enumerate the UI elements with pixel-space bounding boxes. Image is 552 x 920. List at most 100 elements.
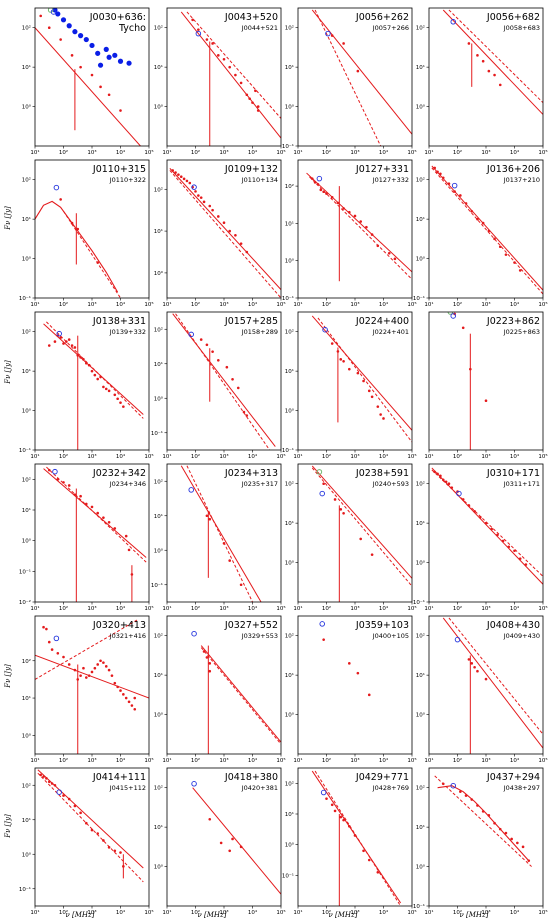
panel-20: 10¹ 10² 10³ 10⁴ 10⁵ 10² 10¹ 10⁰ J0408+430J0409+4… xyxy=(416,615,548,764)
data-point xyxy=(208,669,212,673)
y-tick-label: 10² xyxy=(154,478,163,485)
data-point xyxy=(367,389,371,393)
data-point xyxy=(211,42,214,45)
y-tick-label: 10² xyxy=(285,329,294,336)
panel-title: J0232+342 xyxy=(92,468,146,479)
data-point xyxy=(476,217,479,221)
data-point xyxy=(367,858,371,862)
y-tick-label: 10¹ xyxy=(285,811,294,818)
data-point xyxy=(362,379,365,383)
x-tick-label: 10⁴ xyxy=(116,909,126,916)
panel-title: J0110+315 xyxy=(92,164,146,175)
data-point xyxy=(248,97,251,100)
panel-24: 10¹ 10² 10³ 10⁴ 10⁵ 10² 10¹ 10⁰ 10⁻¹ J0437+294J04… xyxy=(413,767,548,916)
data-point xyxy=(79,674,82,677)
x-tick-label: 10⁴ xyxy=(510,757,520,764)
data-point xyxy=(107,93,111,97)
data-point xyxy=(436,472,439,476)
data-point xyxy=(447,182,451,185)
data-point xyxy=(182,177,186,181)
x-tick-label: 10² xyxy=(191,301,200,308)
x-tick-label: 10¹ xyxy=(424,149,433,156)
panel-subtitle: J0137+210 xyxy=(503,176,540,184)
data-point xyxy=(93,373,97,377)
fit-line-dashed xyxy=(46,321,144,419)
y-tick-label: 10⁰ xyxy=(416,864,426,871)
measured-point xyxy=(83,36,89,43)
x-tick-label: 10³ xyxy=(350,149,359,156)
data-point xyxy=(76,678,80,681)
x-tick-label: 10³ xyxy=(219,453,228,460)
plot-area xyxy=(191,781,281,895)
data-point xyxy=(107,846,111,849)
data-point xyxy=(336,350,340,353)
data-point xyxy=(119,689,122,692)
data-point xyxy=(441,478,445,482)
x-tick-label: 10⁵ xyxy=(407,149,416,156)
x-tick-label: 10⁴ xyxy=(379,149,389,156)
data-point xyxy=(245,93,249,97)
fit-line xyxy=(311,465,412,579)
x-tick-label: 10⁴ xyxy=(379,757,389,764)
lowfreq-point xyxy=(451,182,458,189)
y-tick-label: 10² xyxy=(416,481,425,488)
data-point xyxy=(481,221,485,225)
data-point xyxy=(382,417,385,420)
y-tick-label: 10² xyxy=(416,633,425,640)
panel-15: 10¹ 10² 10³ 10⁴ 10⁵ 10² 10¹ 10⁰ J0238+591J0240+5… xyxy=(285,463,417,612)
y-tick-label: 10¹ xyxy=(285,672,294,679)
x-tick-label: 10¹ xyxy=(424,909,433,916)
data-point xyxy=(376,244,380,248)
panel-17: 10¹ 10² 10³ 10⁴ 10⁵ 10² 10¹ 10⁰ J0320+413J0321+4… xyxy=(22,615,154,764)
x-tick-label: 10² xyxy=(453,605,462,612)
panel-5: 10¹ 10² 10³ 10⁴ 10⁵ 10² 10¹ 10⁰ 10⁻¹ J0110+315J01… xyxy=(19,159,154,308)
y-tick-label: 10¹ xyxy=(22,216,31,223)
fit-line xyxy=(35,27,141,146)
x-tick-label: 10⁵ xyxy=(276,453,285,460)
data-point xyxy=(85,502,88,506)
data-point xyxy=(481,59,485,63)
y-tick-label: 10⁻² xyxy=(19,599,31,606)
panel-6: 10¹ 10² 10³ 10⁴ 10⁵ 10² 10¹ 10⁰ J0109+132J0110+1… xyxy=(154,159,286,308)
y-tick-label: 10⁰ xyxy=(154,270,164,277)
x-tick-label: 10¹ xyxy=(293,149,302,156)
y-tick-label: 10¹ xyxy=(154,361,163,368)
data-point xyxy=(47,344,51,347)
x-tick-label: 10⁴ xyxy=(116,301,126,308)
data-point xyxy=(228,559,231,562)
fit-line xyxy=(311,9,412,135)
x-tick-label: 10² xyxy=(453,453,462,460)
data-point xyxy=(234,73,237,77)
panel-title: J0429+771 xyxy=(355,772,409,783)
data-point xyxy=(342,818,345,822)
x-tick-label: 10¹ xyxy=(293,301,302,308)
plot-area xyxy=(319,621,371,697)
data-point xyxy=(79,356,82,359)
data-point xyxy=(70,221,74,225)
measured-point xyxy=(117,58,124,64)
y-tick-label: 10⁻¹ xyxy=(19,568,31,575)
data-point xyxy=(493,73,496,77)
data-point xyxy=(96,511,99,515)
y-tick-label: 10² xyxy=(22,329,31,336)
x-tick-label: 10⁴ xyxy=(379,605,389,612)
x-tick-label: 10⁵ xyxy=(276,301,285,308)
data-point xyxy=(199,338,203,341)
data-point xyxy=(348,662,351,665)
y-tick-label: 10² xyxy=(416,177,425,184)
data-point xyxy=(493,237,496,241)
data-point xyxy=(122,405,125,408)
plot-area xyxy=(311,315,412,443)
fit-line-dashed xyxy=(200,647,281,745)
x-tick-label: 10² xyxy=(322,149,331,156)
fit-line-dashed xyxy=(314,770,402,906)
panel-title: J0043+520 xyxy=(224,12,278,23)
y-tick-label: 10⁻¹ xyxy=(282,872,294,879)
data-point xyxy=(476,669,479,673)
fit-line-dashed xyxy=(186,465,253,602)
y-tick-label: 10² xyxy=(416,785,425,792)
x-tick-label: 10³ xyxy=(219,149,228,156)
plot-area xyxy=(311,9,412,146)
x-tick-label: 10¹ xyxy=(162,149,171,156)
y-tick-label: 10² xyxy=(285,633,294,640)
